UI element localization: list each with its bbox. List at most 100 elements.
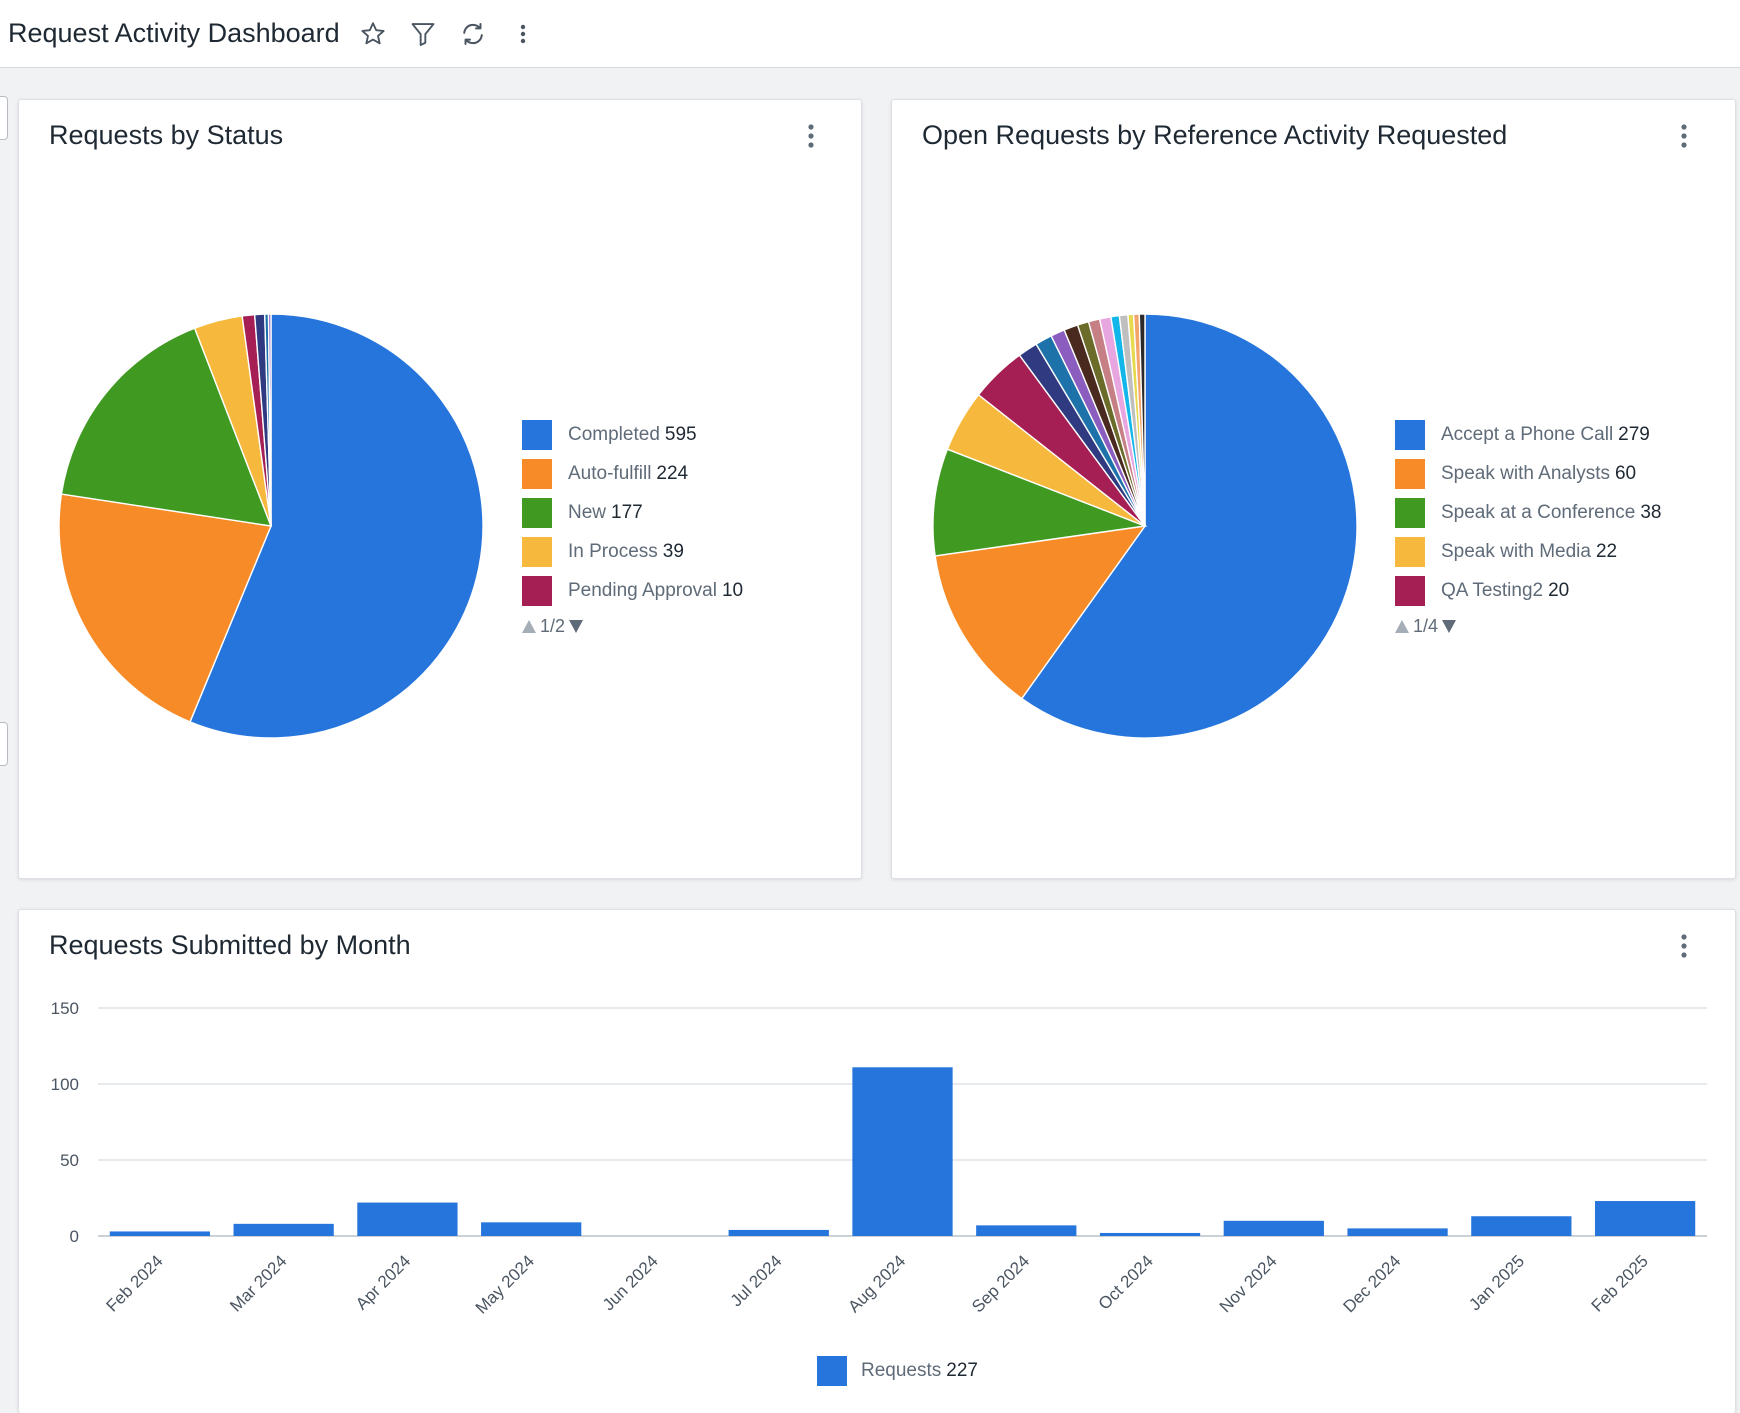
legend-value: 38 — [1640, 501, 1662, 523]
legend-label: In Process — [568, 540, 658, 562]
legend-swatch — [1395, 458, 1425, 489]
x-tick-label: Aug 2024 — [844, 1251, 909, 1316]
bar-feb-2024[interactable] — [109, 1231, 211, 1236]
bar-jan-2025[interactable] — [1471, 1216, 1572, 1236]
bar-may-2024[interactable] — [481, 1222, 582, 1236]
legend-item[interactable]: Speak with Analysts 60 — [1395, 458, 1662, 489]
legend-swatch — [522, 575, 552, 606]
pie-slice-speak-with-analysts[interactable] — [934, 525, 1147, 700]
pie-slice-new[interactable] — [60, 327, 273, 527]
legend-item[interactable]: QA Testing2 20 — [1395, 575, 1662, 606]
legend-swatch — [522, 419, 552, 450]
pager-up-icon[interactable] — [1395, 619, 1409, 633]
more-vertical-icon[interactable] — [1670, 118, 1698, 154]
legend-item[interactable]: In Process 39 — [522, 536, 743, 567]
legend-label: QA Testing2 — [1441, 579, 1544, 601]
bar-sep-2024[interactable] — [976, 1225, 1077, 1236]
requests-by-status-card: Requests by Status Completed 595 Auto-fulf… — [18, 99, 862, 879]
pager-down-icon[interactable] — [569, 619, 584, 633]
pie-slice-speak-at-a-conference[interactable] — [932, 448, 1148, 557]
legend-label: Pending Approval — [568, 579, 717, 601]
x-tick-label: Dec 2024 — [1340, 1251, 1405, 1316]
legend-value: 279 — [1618, 423, 1650, 445]
legend-item[interactable]: New 177 — [522, 497, 743, 528]
dashboard-header: Request Activity Dashboard — [0, 0, 1740, 68]
collapsed-panel-handle[interactable] — [0, 722, 8, 766]
x-tick-label: Apr 2024 — [352, 1251, 414, 1313]
status-pie-chart — [58, 313, 484, 739]
pie-slice-completed[interactable] — [189, 313, 484, 739]
legend-label: Completed — [568, 423, 660, 445]
legend-item[interactable]: Speak at a Conference 38 — [1395, 497, 1662, 528]
y-tick-label: 100 — [51, 1075, 79, 1094]
requests-by-month-card: Requests Submitted by Month 0 50 100 150 Feb… — [18, 909, 1736, 1413]
legend-swatch — [1395, 575, 1425, 606]
star-icon[interactable] — [356, 17, 390, 51]
month-bar-chart: 0 50 100 150 Feb 2024 Mar 2024 Apr 2024 May 202… — [51, 999, 1707, 1318]
status-legend: Completed 595 Auto-fulfill 224 New 177 In Proc… — [522, 419, 743, 638]
bar-dec-2024[interactable] — [1347, 1228, 1448, 1236]
more-vertical-icon[interactable] — [1670, 928, 1698, 964]
legend-label: Speak at a Conference — [1441, 501, 1636, 523]
x-tick-label: Jul 2024 — [727, 1251, 786, 1310]
x-tick-label: Jun 2024 — [599, 1251, 662, 1314]
collapsed-panel-handle[interactable] — [0, 96, 8, 140]
legend-value: 227 — [946, 1360, 978, 1381]
bar-aug-2024[interactable] — [852, 1067, 953, 1236]
legend-label: Speak with Media — [1441, 540, 1591, 562]
card-title: Requests by Status — [49, 120, 284, 150]
x-tick-label: Jan 2025 — [1465, 1251, 1528, 1314]
filter-icon[interactable] — [406, 17, 440, 51]
legend-value: 39 — [662, 540, 684, 562]
pie-slice[interactable] — [267, 313, 272, 527]
pager-text: 1/2 — [540, 615, 566, 636]
bar-jul-2024[interactable] — [728, 1229, 829, 1236]
pager-text: 1/4 — [1413, 615, 1439, 636]
x-tick-label: May 2024 — [472, 1251, 538, 1317]
legend-label: Auto-fulfill — [568, 462, 652, 484]
legend-swatch — [522, 458, 552, 489]
pie-slice-auto-fulfill[interactable] — [58, 493, 272, 723]
legend-value: 224 — [656, 462, 689, 484]
legend-pager: 1/4 — [1395, 614, 1662, 638]
legend-value: 60 — [1614, 462, 1637, 484]
bar-nov-2024[interactable] — [1223, 1220, 1324, 1236]
legend-swatch — [1395, 497, 1425, 528]
pie-slice[interactable] — [1138, 313, 1146, 527]
legend-swatch — [522, 497, 552, 528]
activity-legend: Accept a Phone Call 279 Speak with Analyst… — [1395, 419, 1662, 638]
legend-value: 177 — [611, 501, 643, 523]
legend-value: 20 — [1548, 579, 1570, 601]
legend-pager: 1/2 — [522, 614, 743, 638]
y-tick-label: 50 — [60, 1151, 79, 1170]
more-vertical-icon[interactable] — [797, 118, 825, 154]
legend-item[interactable]: Completed 595 — [522, 419, 743, 450]
activity-pie-chart — [932, 313, 1358, 739]
y-tick-label: 0 — [70, 1227, 79, 1246]
legend-swatch — [522, 536, 552, 567]
x-tick-label: Sep 2024 — [968, 1251, 1033, 1316]
refresh-icon[interactable] — [456, 17, 490, 51]
x-tick-label: Feb 2025 — [1588, 1251, 1652, 1315]
legend-label: Accept a Phone Call — [1441, 423, 1614, 445]
pie-slice-accept-a-phone-call[interactable] — [1020, 313, 1358, 739]
dashboard-title: Request Activity Dashboard — [8, 18, 340, 48]
legend-item[interactable]: Speak with Media 22 — [1395, 536, 1662, 567]
legend-label: New — [568, 501, 607, 523]
bar-mar-2024[interactable] — [233, 1223, 334, 1236]
legend-item[interactable]: Auto-fulfill 224 — [522, 458, 743, 489]
legend-item[interactable]: Pending Approval 10 — [522, 575, 743, 606]
legend-item[interactable]: Accept a Phone Call 279 — [1395, 419, 1662, 450]
legend-value: 10 — [721, 579, 744, 601]
activity-requested-card: Open Requests by Reference Activity Requ… — [891, 99, 1736, 879]
pager-up-icon[interactable] — [522, 619, 536, 633]
bar-apr-2024[interactable] — [357, 1202, 458, 1236]
month-legend[interactable]: Requests 227 — [817, 1356, 978, 1386]
y-tick-label: 150 — [51, 999, 79, 1018]
x-tick-label: Nov 2024 — [1216, 1251, 1281, 1316]
bar-oct-2024[interactable] — [1099, 1232, 1201, 1236]
bar-feb-2025[interactable] — [1594, 1201, 1696, 1236]
pager-down-icon[interactable] — [1442, 619, 1457, 633]
more-vertical-icon[interactable] — [506, 17, 540, 51]
legend-label: Requests — [861, 1360, 942, 1381]
